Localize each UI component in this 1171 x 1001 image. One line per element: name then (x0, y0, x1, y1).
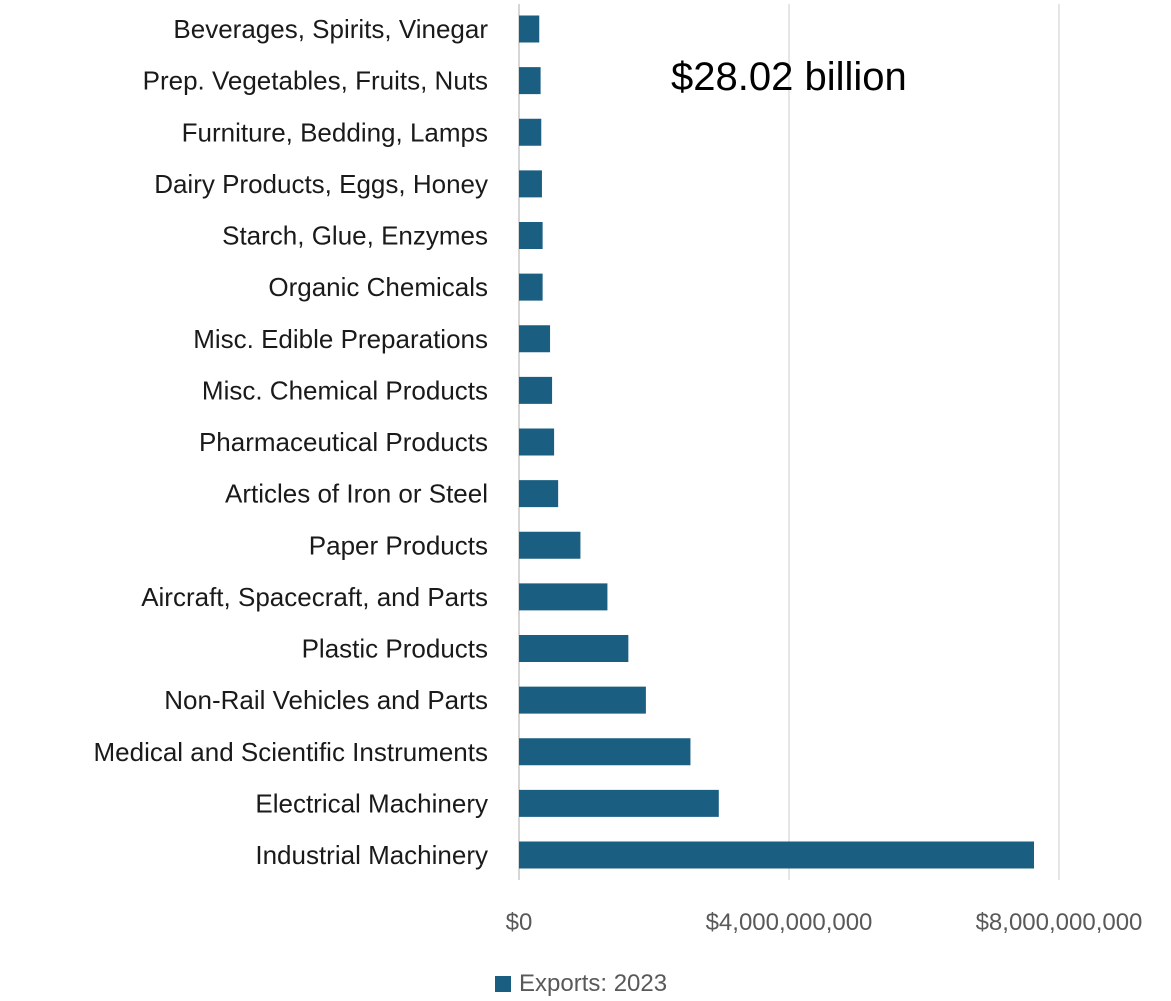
legend-label: Exports: 2023 (519, 970, 667, 997)
category-label: Electrical Machinery (255, 788, 488, 818)
category-label: Starch, Glue, Enzymes (222, 221, 488, 251)
bar (519, 583, 608, 611)
x-tick-label: $0 (506, 909, 533, 936)
bar (519, 67, 541, 95)
category-labels: Beverages, Spirits, Vinegar Prep. Vegetab… (93, 14, 488, 870)
category-label: Medical and Scientific Instruments (93, 737, 488, 767)
category-label: Furniture, Bedding, Lamps (182, 117, 488, 147)
bar (519, 480, 559, 508)
x-tick-label: $8,000,000,000 (976, 909, 1143, 936)
x-tick-label: $4,000,000,000 (706, 909, 873, 936)
category-label: Non-Rail Vehicles and Parts (164, 685, 488, 715)
category-label: Organic Chemicals (268, 272, 488, 302)
category-label: Articles of Iron or Steel (225, 479, 488, 509)
bar (519, 325, 551, 353)
category-label: Dairy Products, Eggs, Honey (154, 169, 488, 199)
bar (519, 789, 719, 817)
category-label: Paper Products (309, 530, 488, 560)
bar (519, 635, 629, 662)
bar (519, 686, 646, 714)
bar (519, 118, 542, 146)
category-label: Beverages, Spirits, Vinegar (173, 14, 488, 44)
bar (519, 222, 543, 249)
bar (519, 376, 553, 404)
bar (519, 273, 543, 301)
bars (519, 15, 1035, 869)
category-label: Plastic Products (302, 634, 488, 664)
category-label: Pharmaceutical Products (199, 427, 488, 457)
category-label: Misc. Chemical Products (202, 375, 488, 405)
category-label: Industrial Machinery (255, 840, 488, 870)
bar (519, 170, 542, 198)
bar (519, 428, 555, 456)
legend: Exports: 2023 (495, 970, 667, 997)
bar (519, 15, 540, 43)
total-annotation: $28.02 billion (671, 55, 907, 99)
bar (519, 738, 691, 766)
category-label: Prep. Vegetables, Fruits, Nuts (143, 66, 488, 96)
legend-swatch (495, 976, 511, 992)
category-label: Aircraft, Spacecraft, and Parts (141, 582, 488, 612)
x-tick-labels: $0 $4,000,000,000 $8,000,000,000 (506, 909, 1143, 936)
category-label: Misc. Edible Preparations (193, 324, 488, 354)
bar (519, 841, 1035, 869)
bar (519, 531, 581, 559)
